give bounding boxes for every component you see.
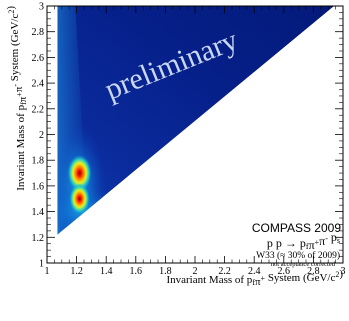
y-tick-label: 2.4 (32, 79, 45, 90)
x-tick-label: 2 (193, 266, 198, 277)
x-tick-label: 1.6 (130, 266, 143, 277)
y-tick-label: 1.4 (32, 207, 45, 218)
hotspot-2 (69, 183, 90, 215)
axis-title-part: π (17, 96, 29, 102)
axis-title-part: π (319, 234, 325, 248)
experiment-label: COMPASS 2009 (252, 221, 341, 235)
axis-title-part: + (261, 274, 266, 283)
axis-title-part: f (306, 242, 309, 251)
x-tick-label: 2.2 (218, 266, 231, 277)
y-tick-label: 1.8 (32, 156, 45, 167)
y-tick-label: 3 (39, 2, 44, 13)
axis-title-part: π (255, 276, 261, 288)
x-tick-label: 2.4 (248, 266, 261, 277)
axis-title-part: f (252, 278, 255, 287)
x-tick-label: 1.2 (70, 266, 83, 277)
x-tick-label: 2.8 (307, 266, 320, 277)
axis-title-part: ) (339, 268, 343, 280)
axis-title-part: π (13, 86, 25, 92)
y-axis: 1 1.2 1.4 1.6 1.8 2 2.2 2.4 2.6 2.8 3 (32, 2, 343, 270)
y-tick-label: 1 (39, 259, 44, 270)
axis-title-part: p (328, 230, 337, 244)
y-tick-label: 2.6 (32, 53, 45, 64)
axis-title-part: π (309, 238, 315, 252)
kinematic-region (57, 6, 335, 235)
x-tick-label: 3 (341, 266, 346, 277)
y-axis-title: Invariant Mass of pfπ+π- System (GeV/c2) (5, 6, 29, 191)
x-tick-label: 1.8 (159, 266, 172, 277)
y-tick-label: 1.2 (32, 233, 45, 244)
hotspot-1 (67, 155, 92, 192)
x-tick-label: 1.4 (100, 266, 113, 277)
axis-title-part: s (337, 236, 340, 245)
axis-title-part: Invariant Mass of p (166, 274, 252, 286)
axis-title-part: - (11, 84, 20, 87)
axis-title-part: System (GeV/c (265, 272, 335, 284)
axis-title-part: - (325, 234, 328, 243)
y-tick-label: 2.2 (32, 104, 45, 115)
axis-title-part: System (GeV/c (9, 14, 21, 84)
acceptance-note: not acceptance corrected (271, 261, 336, 268)
x-tick-label: 2.6 (278, 266, 291, 277)
y-tick-label: 2.8 (32, 27, 45, 38)
outside-region (47, 6, 343, 263)
axis-title-part: + (315, 238, 320, 247)
reaction-label: p p → pfπ+π- ps (267, 230, 340, 252)
x-axis: 1 1.2 1.4 1.6 1.8 2 2.2 2.4 2.6 2.8 3 (45, 6, 346, 277)
axis-title-part: 2 (335, 270, 339, 279)
axis-title-part: ) (5, 6, 17, 10)
dataset-label: W33 (≈ 30% of 2009) (256, 250, 340, 261)
axis-title-part: + (15, 92, 24, 97)
y-tick-label: 1.6 (32, 181, 45, 192)
axis-title-part: Invariant Mass of p (15, 104, 27, 190)
axis-title-part: 2 (7, 10, 16, 14)
info-box: COMPASS 2009 p p → pfπ+π- ps W33 (≈ 30% … (252, 221, 341, 268)
axis-title-part: p p → p (267, 236, 306, 250)
axis-title-part: f (19, 102, 28, 105)
x-tick-label: 1 (45, 266, 50, 277)
y-tick-label: 2 (39, 130, 44, 141)
x-axis-title: Invariant Mass of pfπ+ System (GeV/c2) (166, 268, 343, 288)
